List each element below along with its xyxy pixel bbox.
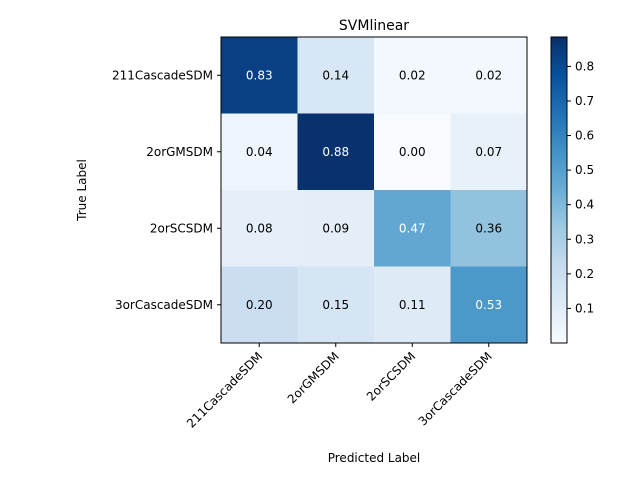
x-axis-ticks: 211CascadeSDM 2orGMSDM 2orSCSDM3orCascadeS… — [184, 343, 495, 431]
cell-value-label: 0.47 — [399, 221, 426, 235]
y-axis-ticks: 211CascadeSDM 2orGMSDM 2orSCSDM 3orCascadeS… — [112, 68, 221, 312]
cell-value-label: 0.14 — [322, 68, 349, 82]
y-axis-label: True Label — [75, 159, 89, 222]
heatmap-cell — [450, 113, 528, 191]
heatmap-cell-labels: 0.83 0.14 0.02 0.02 0.04 0.88 0.00 0.07 0.08 0.09… — [246, 68, 502, 312]
cell-value-label: 0.36 — [475, 221, 502, 235]
cell-value-label: 0.02 — [475, 68, 502, 82]
cell-value-label: 0.15 — [322, 298, 349, 312]
heatmap-cell — [297, 266, 375, 344]
heatmap-cell — [374, 266, 451, 344]
colorbar-tick-label: 0.8 — [575, 59, 594, 73]
cell-value-label: 0.53 — [475, 298, 502, 312]
colorbar-tick-label: 0.5 — [575, 163, 594, 177]
heatmap-cell — [221, 190, 298, 267]
y-tick-label: 211CascadeSDM — [112, 68, 213, 82]
heatmap-cell — [374, 113, 451, 191]
plot-frame — [220, 36, 528, 344]
heatmap-cell — [450, 190, 528, 267]
cell-value-label: 0.08 — [246, 221, 273, 235]
colorbar-tick-label: 0.4 — [575, 198, 594, 212]
heatmap-cell — [450, 266, 528, 344]
colorbar-ticks: 0.1 0.2 0.3 0.4 0.5 0.6 0.7 0.8 — [567, 59, 594, 315]
heatmap-cell — [297, 37, 375, 114]
cell-value-label: 0.11 — [399, 298, 426, 312]
heatmap-cell — [221, 266, 298, 344]
colorbar-tick-label: 0.2 — [575, 267, 594, 281]
x-tick-label: 211CascadeSDM — [184, 349, 265, 430]
colorbar: 0.1 0.2 0.3 0.4 0.5 0.6 0.7 0.8 — [550, 36, 594, 344]
colorbar-tick-label: 0.1 — [575, 301, 594, 315]
colorbar-gradient — [550, 36, 568, 344]
cell-value-label: 0.83 — [246, 68, 273, 82]
x-axis-label: Predicted Label — [328, 451, 421, 465]
colorbar-tick-label: 0.6 — [575, 129, 594, 143]
x-tick-label: 3orCascadeSDM — [416, 349, 495, 428]
heatmap-cell — [221, 113, 298, 191]
x-tick-label: 2orGMSDM — [285, 349, 342, 406]
cell-value-label: 0.09 — [322, 221, 349, 235]
cell-value-label: 0.88 — [322, 145, 349, 159]
heatmap-cell — [374, 190, 451, 267]
heatmap-cell — [374, 37, 451, 114]
cell-value-label: 0.07 — [475, 145, 502, 159]
cell-value-label: 0.04 — [246, 145, 273, 159]
y-tick-label: 3orCascadeSDM — [115, 298, 213, 312]
heatmap-cell — [450, 37, 528, 114]
colorbar-tick-label: 0.3 — [575, 232, 594, 246]
chart-title: SVMlinear — [339, 18, 409, 34]
heatmap-cell — [297, 190, 375, 267]
heatmap-cell — [221, 37, 298, 114]
cell-value-label: 0.20 — [246, 298, 273, 312]
colorbar-tick-label: 0.7 — [575, 94, 594, 108]
heatmap-cells — [221, 37, 528, 344]
heatmap-cell — [297, 113, 375, 191]
x-tick-label: 2orSCSDM — [364, 349, 419, 404]
cell-value-label: 0.02 — [399, 68, 426, 82]
y-tick-label: 2orSCSDM — [150, 221, 213, 235]
y-tick-label: 2orGMSDM — [146, 145, 213, 159]
cell-value-label: 0.00 — [399, 145, 426, 159]
